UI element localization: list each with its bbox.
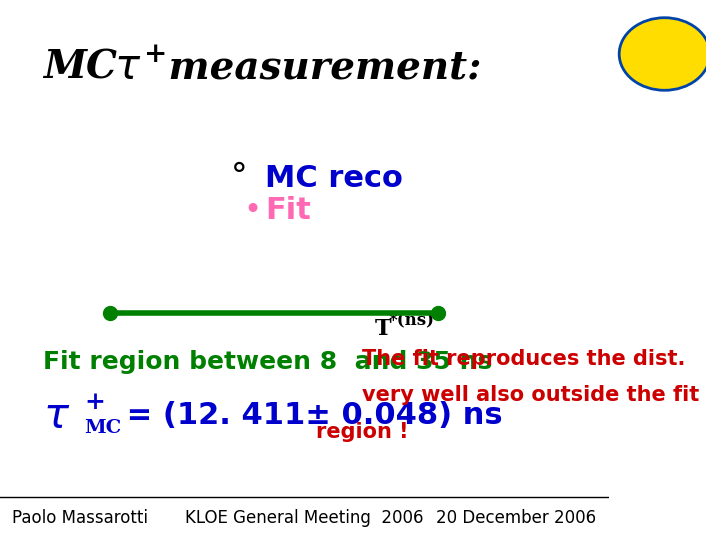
Text: MC: MC: [84, 418, 121, 437]
Text: MC: MC: [42, 49, 130, 86]
Text: Paolo Massarotti: Paolo Massarotti: [12, 509, 148, 528]
Text: KLOE General Meeting  2006: KLOE General Meeting 2006: [185, 509, 423, 528]
Text: +: +: [84, 390, 105, 414]
Text: $\tau$: $\tau$: [42, 395, 70, 437]
Text: *(ns): *(ns): [388, 313, 434, 330]
Text: +: +: [144, 40, 168, 68]
Circle shape: [619, 18, 710, 90]
Text: measurement:: measurement:: [156, 49, 482, 86]
Text: •: •: [243, 196, 261, 225]
Text: MC reco: MC reco: [265, 164, 402, 193]
Text: $\tau$: $\tau$: [114, 46, 142, 88]
Text: region !: region !: [316, 422, 408, 442]
Text: very well also outside the fit: very well also outside the fit: [362, 385, 699, 406]
Text: Fit: Fit: [265, 196, 310, 225]
Text: The fit reproduces the dist.: The fit reproduces the dist.: [362, 349, 685, 369]
Text: T: T: [374, 319, 391, 340]
Text: Fit region between 8  and 35 ns: Fit region between 8 and 35 ns: [42, 350, 492, 374]
Text: °: °: [231, 162, 248, 194]
Text: = (12. 411± 0.048) ns: = (12. 411± 0.048) ns: [116, 401, 503, 430]
Text: 20 December 2006: 20 December 2006: [436, 509, 597, 528]
